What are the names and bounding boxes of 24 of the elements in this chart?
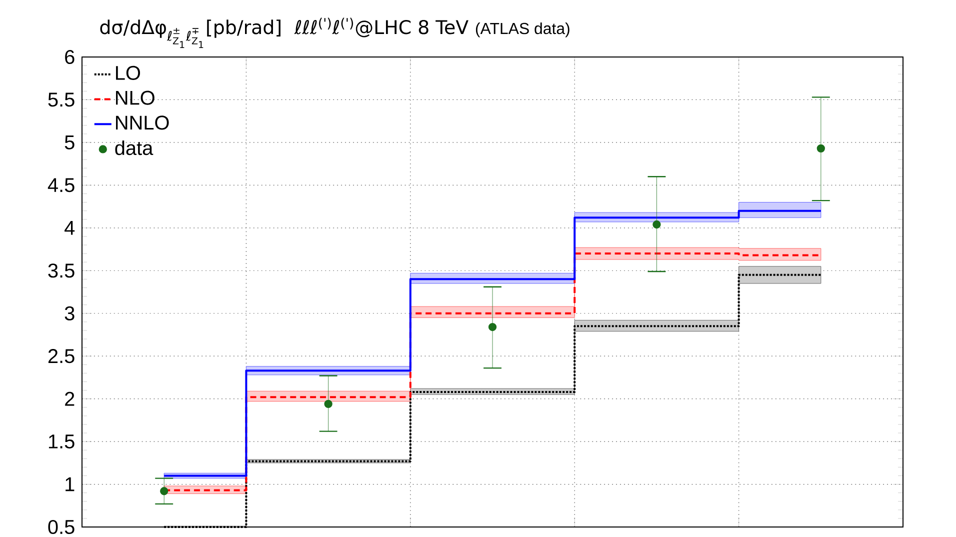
legend-label: LO [116, 66, 140, 80]
y-tick-label: 6 [65, 50, 74, 64]
point [652, 220, 661, 229]
point [816, 144, 825, 153]
chart-title: $\text{dσ/dΔφ}_{\text{ℓ}^{\text{±}}_{\text{Z}_{\text{1}}}\text{ℓ}^{\text{∓}}_{\text{Z}_{\text{1}}}}\text{[pb/rad]}$ [100, 20, 280, 48]
y-tick-label: 5.5 [48, 92, 74, 107]
y-tick-label: 1 [66, 477, 74, 492]
y-tick-label: 3.5 [48, 264, 74, 278]
y-tick-label: 1.5 [48, 434, 74, 448]
point [324, 400, 332, 408]
legend-label: NLO [116, 90, 154, 105]
y-tick-label: 2.5 [48, 349, 74, 364]
legend-label: NNLO [116, 116, 169, 130]
legend-label: data [115, 140, 154, 156]
text: (ATLAS data) [476, 22, 570, 38]
chart-subtitle: ℓℓℓ$^{(')}$ℓ$^{(')}$@LHC 8 TeV [294, 18, 468, 38]
point [488, 322, 497, 332]
y-tick-label: 4.5 [48, 178, 74, 192]
y-tick-label: 4 [64, 221, 75, 235]
point [160, 487, 168, 496]
y-tick-label: 5 [64, 136, 74, 150]
y-tick-label: 0.5 [48, 520, 74, 534]
y-tick-label: 2 [65, 392, 74, 406]
y-tick-label: 3 [64, 306, 74, 320]
